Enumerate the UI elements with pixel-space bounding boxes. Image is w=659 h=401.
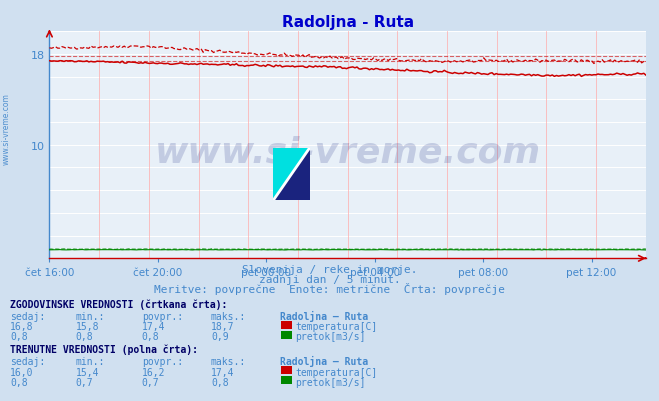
Text: sedaj:: sedaj: xyxy=(10,356,45,366)
Text: ZGODOVINSKE VREDNOSTI (črtkana črta):: ZGODOVINSKE VREDNOSTI (črtkana črta): xyxy=(10,298,227,309)
Text: 16,2: 16,2 xyxy=(142,367,165,377)
Polygon shape xyxy=(273,148,310,200)
Text: www.si-vreme.com: www.si-vreme.com xyxy=(155,135,540,169)
Text: temperatura[C]: temperatura[C] xyxy=(295,322,378,332)
Text: 18,7: 18,7 xyxy=(211,322,235,332)
Text: 0,9: 0,9 xyxy=(211,332,229,342)
Text: 0,8: 0,8 xyxy=(76,332,94,342)
Text: 16,8: 16,8 xyxy=(10,322,34,332)
Text: sedaj:: sedaj: xyxy=(10,311,45,321)
Text: Radoljna – Ruta: Radoljna – Ruta xyxy=(280,355,368,366)
Text: 0,8: 0,8 xyxy=(10,332,28,342)
Text: 0,8: 0,8 xyxy=(211,377,229,387)
Text: 16,0: 16,0 xyxy=(10,367,34,377)
Text: TRENUTNE VREDNOSTI (polna črta):: TRENUTNE VREDNOSTI (polna črta): xyxy=(10,343,198,354)
Text: 0,7: 0,7 xyxy=(142,377,159,387)
Text: 17,4: 17,4 xyxy=(142,322,165,332)
Text: Radoljna – Ruta: Radoljna – Ruta xyxy=(280,310,368,321)
Text: min.:: min.: xyxy=(76,356,105,366)
Polygon shape xyxy=(273,148,310,200)
Text: zadnji dan / 5 minut.: zadnji dan / 5 minut. xyxy=(258,275,401,285)
Text: 15,8: 15,8 xyxy=(76,322,100,332)
Text: maks.:: maks.: xyxy=(211,311,246,321)
Text: povpr.:: povpr.: xyxy=(142,311,183,321)
Text: Slovenija / reke in morje.: Slovenija / reke in morje. xyxy=(242,265,417,275)
Text: 15,4: 15,4 xyxy=(76,367,100,377)
Text: Meritve: povprečne  Enote: metrične  Črta: povprečje: Meritve: povprečne Enote: metrične Črta:… xyxy=(154,283,505,295)
Text: pretok[m3/s]: pretok[m3/s] xyxy=(295,332,366,342)
Text: 0,8: 0,8 xyxy=(10,377,28,387)
Text: temperatura[C]: temperatura[C] xyxy=(295,367,378,377)
Title: Radoljna - Ruta: Radoljna - Ruta xyxy=(281,14,414,30)
Text: 0,7: 0,7 xyxy=(76,377,94,387)
Text: www.si-vreme.com: www.si-vreme.com xyxy=(2,93,11,164)
Text: pretok[m3/s]: pretok[m3/s] xyxy=(295,377,366,387)
Text: min.:: min.: xyxy=(76,311,105,321)
Text: 0,8: 0,8 xyxy=(142,332,159,342)
Text: 17,4: 17,4 xyxy=(211,367,235,377)
Text: maks.:: maks.: xyxy=(211,356,246,366)
Text: povpr.:: povpr.: xyxy=(142,356,183,366)
